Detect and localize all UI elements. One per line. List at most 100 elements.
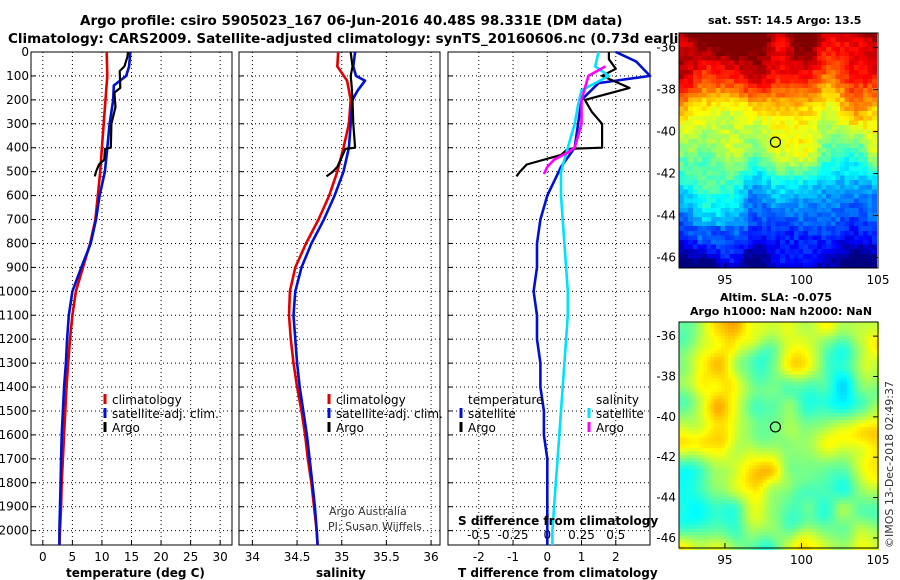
heatmap-cell — [798, 235, 804, 241]
heatmap-cell — [875, 343, 879, 347]
heatmap-cell — [771, 221, 776, 227]
heatmap-cell — [748, 125, 753, 130]
heatmap-cell — [835, 166, 841, 172]
heatmap-cell — [817, 148, 822, 153]
heatmap-cell — [711, 198, 717, 204]
heatmap-cell — [798, 69, 804, 75]
heatmap-cell — [773, 329, 778, 333]
heatmap-cell — [784, 235, 790, 241]
heatmap-cell — [829, 402, 834, 407]
heatmap-cell — [815, 416, 820, 421]
heatmap-cell — [700, 381, 704, 386]
heatmap-cell — [863, 106, 868, 112]
heatmap-cell — [798, 46, 804, 52]
heatmap-cell — [738, 402, 743, 407]
heatmap-cell — [756, 423, 760, 428]
heatmap-cell — [771, 161, 776, 167]
heatmap-cell — [743, 244, 749, 250]
heatmap-cell — [725, 88, 730, 94]
heatmap-cell — [766, 115, 772, 121]
heatmap-cell — [775, 157, 781, 163]
heatmap-cell — [729, 97, 735, 103]
heatmap-cell — [840, 381, 844, 386]
heatmap-cell — [692, 258, 698, 264]
heatmap-cell — [728, 420, 732, 424]
heatmap-cell — [707, 455, 711, 459]
heatmap-cell — [868, 427, 872, 431]
heatmap-cell — [715, 226, 721, 232]
heatmap-cell — [715, 51, 721, 57]
heatmap-cell — [833, 458, 837, 463]
heatmap-cell — [854, 322, 858, 326]
heatmap-cell — [731, 420, 736, 424]
heatmap-cell — [679, 462, 683, 466]
heatmap-cell — [766, 388, 771, 393]
heatmap-cell — [805, 374, 809, 379]
heatmap-cell — [735, 395, 739, 400]
heatmap-cell — [850, 336, 855, 340]
heatmap-cell — [844, 134, 850, 140]
heatmap-cell — [771, 74, 776, 80]
heatmap-cell — [858, 189, 864, 195]
heatmap-cell — [857, 416, 862, 421]
heatmap-cell — [707, 423, 711, 428]
heatmap-cell — [821, 212, 827, 218]
heatmap-cell — [710, 444, 715, 449]
temperature-legend: climatology satellite-adj. clim. Argo — [103, 393, 219, 435]
heatmap-cell — [857, 469, 862, 473]
heatmap-cell — [843, 350, 848, 354]
heatmap-cell — [803, 92, 809, 98]
heatmap-cell — [771, 97, 776, 103]
heatmap-cell — [857, 465, 862, 470]
heatmap-cell — [697, 207, 703, 213]
heatmap-cell — [688, 226, 694, 232]
heatmap-cell — [679, 409, 683, 414]
heatmap-cell — [817, 240, 822, 245]
heatmap-cell — [867, 79, 873, 84]
heatmap-cell — [752, 92, 758, 98]
heatmap-cell — [829, 357, 834, 361]
heatmap-cell — [872, 212, 878, 218]
heatmap-cell — [749, 322, 753, 326]
heatmap-cell — [849, 46, 855, 52]
heatmap-cell — [867, 203, 873, 209]
heatmap-cell — [728, 392, 732, 396]
heatmap-cell — [710, 413, 715, 417]
heatmap-cell — [728, 434, 732, 438]
heatmap-cell — [702, 88, 707, 94]
heatmap-cell — [836, 339, 841, 344]
heatmap-cell — [710, 476, 715, 480]
heatmap-cell — [720, 33, 726, 38]
heatmap-cell — [707, 465, 711, 470]
legend-label-satellite: satellite-adj. clim. — [112, 407, 219, 421]
heatmap-cell — [745, 427, 750, 431]
heatmap-cell — [745, 395, 750, 400]
heatmap-cell — [830, 244, 836, 250]
heatmap-cell — [745, 374, 750, 379]
heatmap-cell — [693, 406, 697, 410]
heatmap-cell — [693, 420, 697, 424]
heatmap-cell — [844, 65, 850, 71]
heatmap-cell — [692, 33, 698, 38]
heatmap-cell — [714, 395, 718, 400]
heatmap-cell — [682, 343, 687, 347]
heatmap-cell — [679, 360, 683, 365]
heatmap-cell — [725, 253, 730, 259]
heatmap-cell — [770, 346, 774, 351]
heatmap-cell — [721, 353, 725, 358]
heatmap-cell — [728, 367, 732, 372]
heatmap-cell — [742, 357, 746, 361]
heatmap-cell — [729, 51, 735, 57]
heatmap-cell — [803, 65, 809, 71]
heatmap-cell — [752, 263, 758, 268]
heatmap-cell — [771, 37, 776, 43]
heatmap-cell — [858, 97, 864, 103]
heatmap-cell — [780, 171, 786, 176]
heatmap-cell — [821, 65, 827, 71]
heatmap-cell — [871, 472, 876, 477]
heatmap-cell — [850, 332, 855, 337]
heatmap-cell — [738, 171, 744, 176]
heatmap-cell — [826, 83, 832, 89]
heatmap-cell — [803, 143, 809, 149]
heatmap-cell — [789, 180, 795, 186]
